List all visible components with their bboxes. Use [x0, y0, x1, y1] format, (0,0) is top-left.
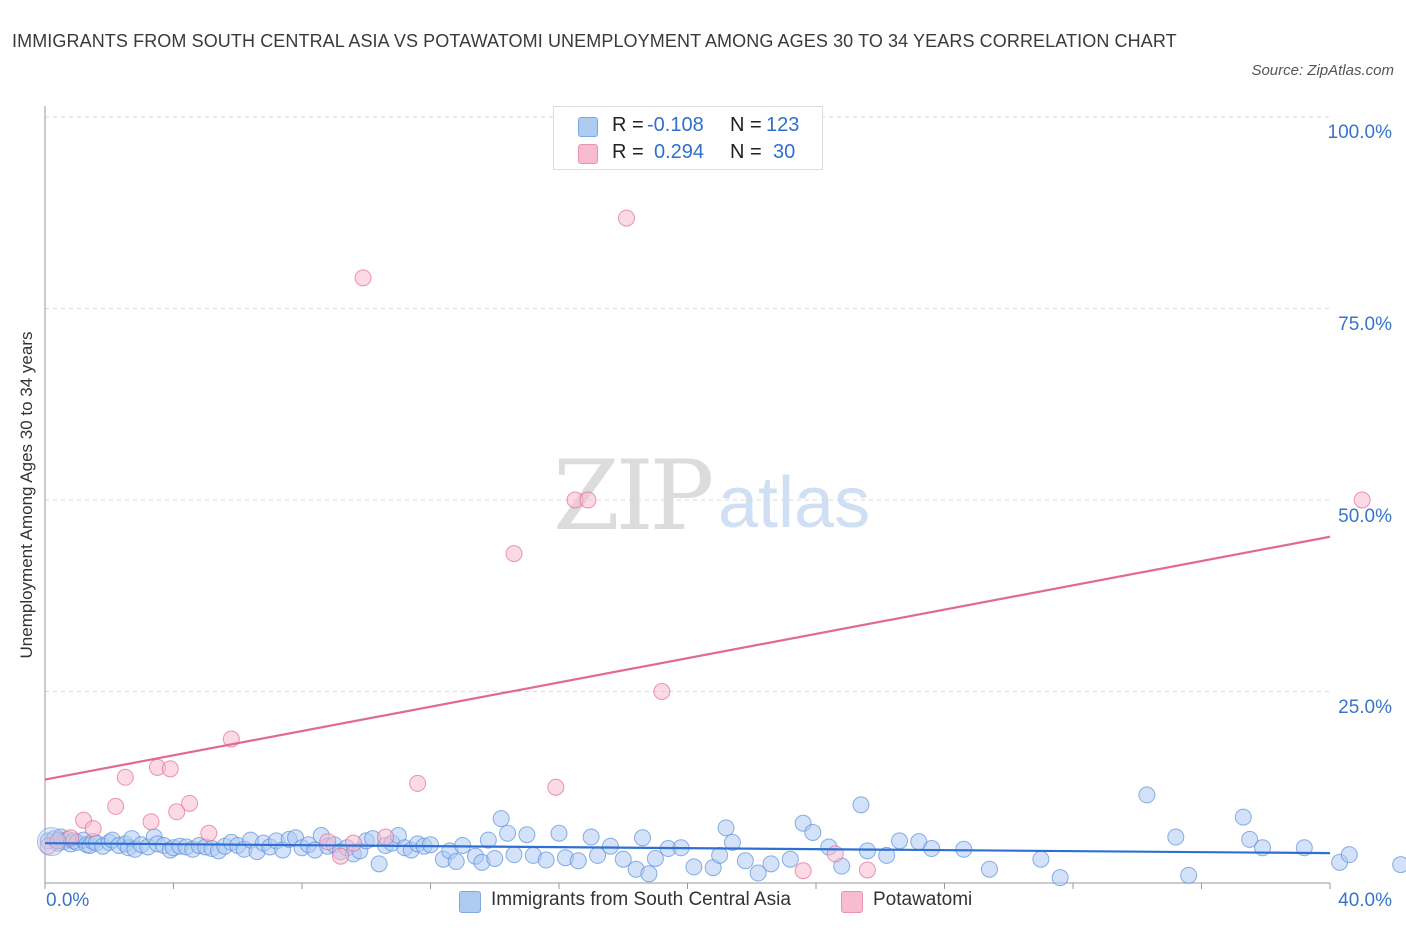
data-point-blue: [717, 819, 735, 837]
legend-r-value: -0.108: [647, 114, 704, 136]
legend-swatch-blue: [578, 117, 598, 137]
data-point-blue: [723, 833, 741, 851]
data-point-blue: [1241, 830, 1259, 848]
data-point-blue: [804, 823, 822, 841]
data-point-blue: [505, 846, 523, 864]
bottom-legend-swatch-pink: [841, 891, 863, 913]
data-point-pink: [107, 797, 125, 815]
y-tick-label: 100.0%: [1327, 122, 1392, 143]
data-point-blue: [422, 836, 439, 854]
data-point-blue: [634, 829, 652, 847]
legend-n-label: N =: [730, 141, 762, 163]
data-point-pink: [319, 833, 337, 851]
data-point-pink: [354, 269, 372, 287]
data-point-blue: [685, 858, 703, 876]
data-point-blue: [923, 840, 941, 858]
source-label: Source: ZipAtlas.com: [1251, 62, 1394, 79]
data-point-pink: [344, 834, 362, 852]
data-point-pink: [181, 794, 199, 812]
trend-line-blue: [44, 842, 1331, 855]
data-point-pink: [168, 803, 186, 821]
data-point-pink: [858, 861, 876, 879]
data-point-blue: [640, 865, 658, 883]
data-point-blue: [858, 842, 876, 860]
data-point-blue: [1180, 866, 1198, 884]
data-point-pink: [62, 829, 80, 847]
data-point-pink: [84, 820, 102, 838]
data-point-blue: [499, 824, 517, 842]
data-point-blue: [582, 828, 600, 846]
data-point-blue: [980, 860, 998, 878]
legend-row-blue: R = -0.108 N = 123: [554, 112, 822, 140]
data-point-blue: [1234, 808, 1252, 826]
data-point-blue: [614, 850, 632, 868]
y-tick-label: 25.0%: [1338, 697, 1392, 718]
data-point-pink: [332, 847, 350, 865]
correlation-legend: R = -0.108 N = 123 R = 0.294 N = 30: [553, 106, 823, 170]
data-point-pink: [142, 813, 160, 831]
legend-swatch-pink: [578, 144, 598, 164]
legend-r-label: R =: [612, 114, 644, 136]
data-point-pink: [116, 768, 134, 786]
data-point-blue: [891, 832, 909, 850]
data-point-blue: [569, 852, 587, 870]
data-point-blue: [1340, 846, 1358, 864]
data-point-blue: [646, 849, 664, 867]
data-point-pink: [161, 760, 179, 778]
chart-title: IMMIGRANTS FROM SOUTH CENTRAL ASIA VS PO…: [12, 31, 1177, 51]
x-tick-label: 0.0%: [46, 890, 90, 911]
data-point-blue: [1051, 869, 1069, 887]
legend-r-label: R =: [612, 141, 644, 163]
data-point-blue: [550, 824, 568, 842]
data-point-blue: [479, 831, 497, 849]
legend-n-value: 123: [766, 114, 800, 136]
data-point-blue: [447, 853, 465, 871]
data-point-blue: [1138, 786, 1156, 804]
data-point-blue: [749, 864, 767, 882]
data-point-blue: [1295, 839, 1313, 857]
data-point-blue: [878, 846, 896, 864]
bottom-legend-label: Potawatomi: [873, 889, 973, 910]
data-point-pink: [409, 774, 427, 792]
data-point-cluster: [36, 827, 66, 857]
data-point-blue: [736, 852, 754, 870]
x-tick-label: 40.0%: [1338, 890, 1392, 911]
data-point-pink: [505, 545, 523, 563]
data-point-blue: [370, 855, 388, 873]
data-point-pink: [579, 491, 597, 509]
legend-r-value: 0.294: [654, 141, 705, 163]
data-point-pink: [617, 209, 635, 227]
data-point-blue: [1032, 850, 1050, 868]
data-point-blue: [601, 837, 619, 855]
data-point-pink: [200, 824, 218, 842]
watermark-atlas: atlas: [718, 463, 871, 543]
data-point-blue: [492, 810, 510, 828]
data-point-blue: [518, 826, 536, 844]
trend-line-pink: [44, 535, 1331, 781]
data-point-blue: [1167, 828, 1185, 846]
data-point-pink: [547, 778, 565, 796]
y-tick-label: 50.0%: [1338, 506, 1392, 527]
y-tick-label: 75.0%: [1338, 314, 1392, 335]
bottom-legend-label: Immigrants from South Central Asia: [491, 889, 791, 910]
data-point-blue: [486, 849, 504, 867]
data-point-blue: [852, 796, 870, 814]
data-point-blue: [537, 851, 555, 869]
bottom-legend-swatch-blue: [459, 891, 481, 913]
data-point-pink: [653, 683, 671, 700]
legend-row-pink: R = 0.294 N = 30: [554, 139, 822, 167]
data-point-blue: [1392, 856, 1406, 874]
data-point-blue: [762, 855, 780, 873]
legend-n-label: N =: [730, 114, 762, 136]
data-point-blue: [781, 850, 799, 868]
data-point-pink: [377, 828, 395, 846]
data-point-blue: [711, 846, 729, 864]
data-point-pink: [794, 862, 812, 880]
data-point-pink: [1353, 491, 1371, 509]
legend-n-value: 30: [773, 141, 796, 163]
